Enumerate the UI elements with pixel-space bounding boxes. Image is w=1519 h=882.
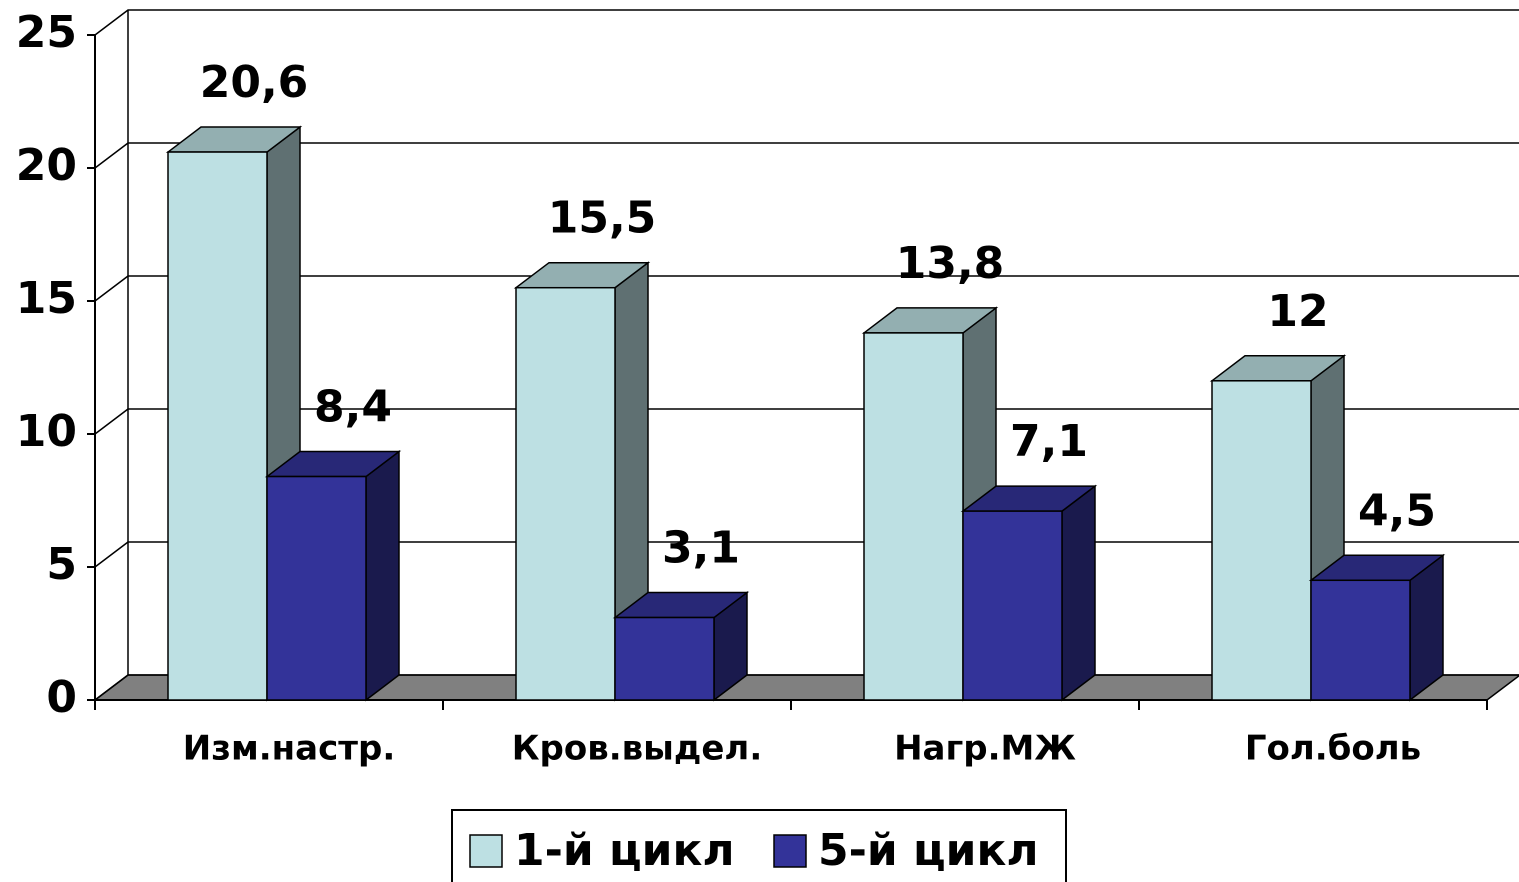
x-tick-label: Нагр.МЖ	[894, 729, 1076, 769]
value-label: 13,8	[896, 238, 1005, 289]
value-label: 15,5	[548, 193, 657, 244]
value-label: 3,1	[662, 523, 740, 574]
bar	[267, 477, 366, 700]
value-label: 12	[1267, 286, 1328, 337]
value-label: 8,4	[314, 382, 392, 433]
bar	[963, 511, 1062, 700]
value-label: 7,1	[1010, 416, 1088, 467]
y-tick-label: 5	[46, 539, 77, 590]
bar-side	[366, 452, 399, 700]
y-tick-label: 20	[16, 140, 77, 191]
legend-swatch	[774, 835, 806, 867]
legend-label: 5-й цикл	[818, 825, 1039, 876]
bar	[1311, 580, 1410, 700]
x-tick-label: Гол.боль	[1245, 729, 1421, 769]
x-tick-label: Кров.выдел.	[512, 729, 763, 769]
bar-side	[1062, 486, 1095, 700]
bar	[516, 288, 615, 700]
bar	[864, 333, 963, 700]
y-tick-label: 10	[16, 406, 77, 457]
bar	[1212, 381, 1311, 700]
grid-line	[95, 143, 1519, 168]
y-tick-label: 25	[16, 7, 77, 58]
value-label: 4,5	[1358, 485, 1436, 536]
chart: 0 5 10 15 20 25 Изм.настр. Кров.выдел. Нагр.МЖ Го…	[0, 0, 1519, 882]
legend-label: 1-й цикл	[514, 825, 735, 876]
bar	[615, 618, 714, 700]
y-tick-label: 15	[16, 273, 77, 324]
grid-line	[95, 10, 1519, 35]
bar	[168, 152, 267, 700]
value-label: 20,6	[200, 57, 309, 108]
x-tick-label: Изм.настр.	[183, 729, 395, 769]
legend-swatch	[470, 835, 502, 867]
y-tick-label: 0	[46, 672, 77, 723]
